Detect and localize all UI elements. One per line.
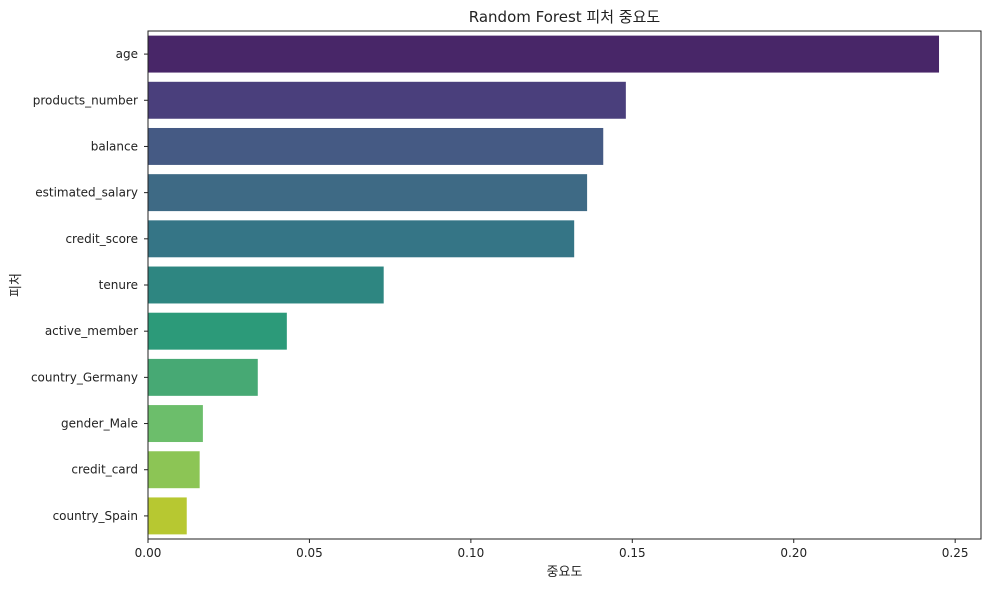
x-tick-label: 0.00 — [135, 546, 162, 560]
plot-frame — [147, 30, 982, 540]
bar-credit_score — [148, 220, 575, 258]
x-axis-title: 중요도 — [547, 565, 583, 580]
y-tick-label: credit_score — [65, 232, 138, 246]
y-tick-label: age — [116, 47, 138, 61]
y-tick-label: gender_Male — [61, 417, 138, 431]
x-tick-label: 0.20 — [780, 546, 807, 560]
x-axis-ticks: 0.00 0.05 0.10 0.15 0.20 0.25 — [135, 539, 969, 560]
y-tick-label: products_number — [33, 93, 138, 107]
bar-estimated_salary — [148, 174, 588, 212]
x-tick-label: 0.10 — [458, 546, 485, 560]
y-tick-label: estimated_salary — [35, 186, 138, 200]
x-tick-label: 0.25 — [942, 546, 969, 560]
y-tick-label: country_Germany — [31, 370, 138, 384]
x-tick-label: 0.05 — [296, 546, 323, 560]
chart-title: Random Forest 피처 중요도 — [469, 8, 661, 26]
bar-country_Spain — [148, 497, 187, 535]
y-tick-label: tenure — [99, 278, 138, 292]
y-axis-title: 피처 — [9, 273, 24, 297]
y-tick-label: active_member — [45, 324, 138, 338]
y-tick-label: credit_card — [71, 463, 138, 477]
bar-gender_Male — [148, 405, 203, 443]
bars — [148, 35, 940, 535]
bar-age — [148, 35, 940, 73]
bar-balance — [148, 127, 604, 165]
bar-country_Germany — [148, 358, 258, 396]
bar-active_member — [148, 312, 287, 350]
bar-tenure — [148, 266, 384, 304]
bar-credit_card — [148, 451, 200, 489]
y-tick-label: country_Spain — [53, 509, 138, 523]
y-tick-label: balance — [91, 139, 138, 153]
axes-frame — [147, 30, 982, 540]
bar-products_number — [148, 81, 626, 119]
x-tick-label: 0.15 — [619, 546, 646, 560]
